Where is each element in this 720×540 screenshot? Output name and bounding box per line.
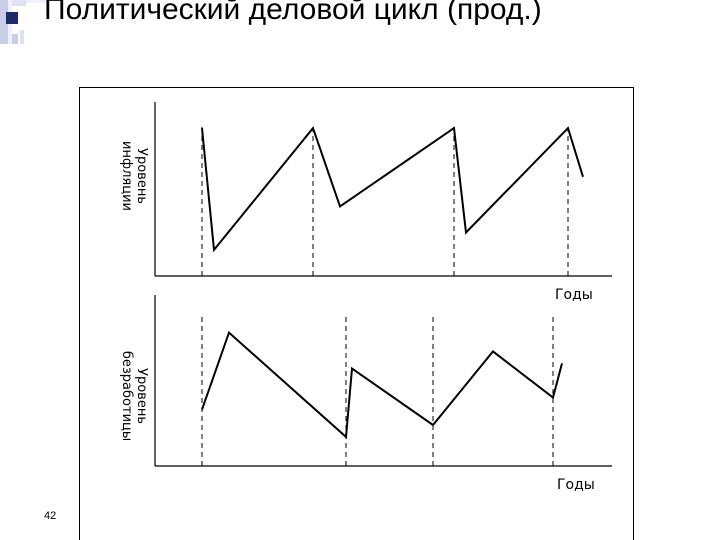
inflation-cycle-markers [201,122,569,276]
inflation-series-line [201,126,584,253]
title-bullet-icon [6,12,18,24]
unemployment-series-line [201,330,563,439]
unemployment-x-axis-label: Годы [557,477,595,493]
inflation-y-axis-label-line2: инфляции [119,141,134,211]
unemployment-cycle-markers [201,315,554,466]
inflation-y-axis-label-line1: Уровень [134,148,149,204]
inflation-chart: Годы Уровень инфляции [119,102,612,303]
figure-frame [79,87,634,540]
slide-title: Политический деловой цикл (прод.) [44,0,542,26]
unemployment-y-axis-label-line2: безработицы [119,351,134,441]
inflation-x-axis-label: Годы [555,287,593,303]
slide-number: 42 [44,510,57,522]
unemployment-chart: Годы Уровень безработицы [119,295,612,493]
unemployment-y-axis-label-line1: Уровень [134,368,149,424]
